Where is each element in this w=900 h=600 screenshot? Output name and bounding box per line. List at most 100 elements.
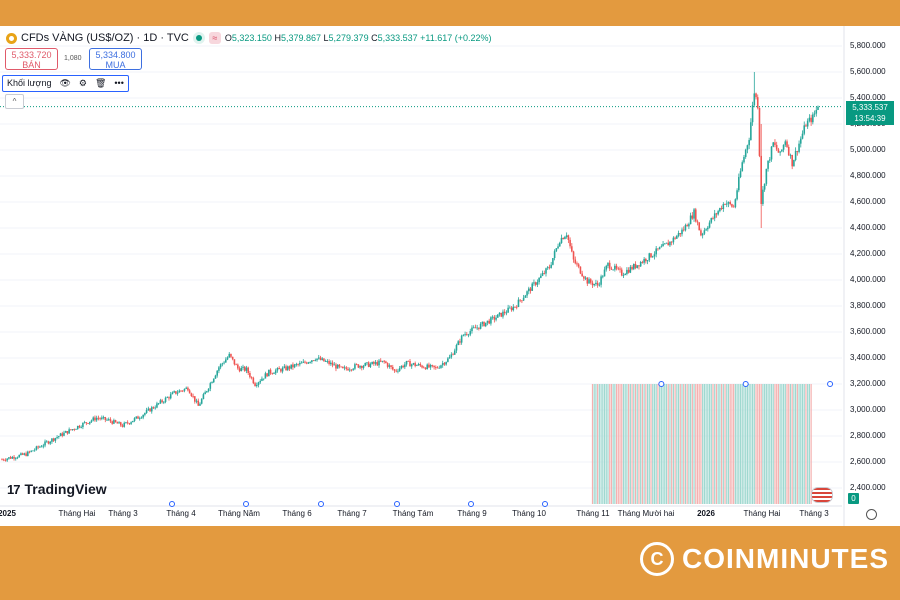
- candle-body: [71, 429, 74, 430]
- volume-bar: [609, 384, 611, 504]
- eye-icon[interactable]: 👁: [59, 78, 71, 88]
- candle-body: [760, 155, 762, 204]
- us-flag-icon[interactable]: [811, 487, 833, 503]
- tradingview-logo[interactable]: 17 TradingView: [7, 481, 107, 497]
- candle-body: [469, 331, 472, 335]
- candle-body: [447, 358, 449, 362]
- candle-body: [176, 392, 179, 394]
- volume-bar: [733, 384, 735, 504]
- x-tick-label: Tháng 6: [282, 509, 312, 518]
- candle-body: [101, 417, 103, 419]
- candle-body: [750, 122, 752, 141]
- candle-body: [33, 449, 36, 451]
- candle-body: [385, 361, 387, 364]
- candle-body: [409, 361, 411, 367]
- candle-body: [404, 364, 406, 368]
- candle-body: [181, 390, 184, 392]
- candle-body: [319, 357, 322, 360]
- candle-body: [302, 361, 305, 363]
- candle-body: [493, 316, 496, 320]
- trash-icon[interactable]: 🗑: [94, 78, 107, 88]
- candle-body: [576, 263, 578, 265]
- candle-body: [550, 264, 552, 268]
- candle-body: [13, 456, 15, 459]
- price-chart[interactable]: [0, 26, 900, 526]
- candle-body: [330, 362, 332, 364]
- y-tick-label: 2,800.000: [850, 431, 886, 440]
- candle-body: [689, 215, 692, 225]
- candle-body: [169, 394, 172, 399]
- candle-body: [150, 407, 153, 412]
- chart-settings-icon[interactable]: [866, 509, 877, 520]
- x-tick-label: Tháng 10: [512, 509, 546, 518]
- candle-body: [52, 438, 55, 441]
- buy-button[interactable]: 5,334.800 MUA: [89, 48, 142, 70]
- candle-body: [496, 314, 499, 318]
- candle-body: [595, 282, 597, 284]
- candle-body: [662, 243, 664, 247]
- candle-body: [515, 306, 518, 308]
- volume-bar: [600, 384, 602, 504]
- volume-bar: [745, 384, 747, 504]
- settings-gear-icon[interactable]: ⚙: [78, 78, 87, 88]
- volume-bar: [753, 384, 755, 504]
- volume-bar: [619, 384, 621, 504]
- candle-body: [90, 420, 93, 422]
- candle-body: [343, 367, 346, 369]
- candle-body: [47, 441, 50, 444]
- collapse-chevron-icon[interactable]: ^: [5, 94, 24, 109]
- volume-bar: [614, 384, 616, 504]
- tradingview-wordmark: TradingView: [24, 481, 107, 497]
- candle-body: [502, 311, 504, 317]
- x-tick-label: Tháng 11: [576, 509, 610, 518]
- more-icon[interactable]: •••: [114, 78, 124, 88]
- candle-body: [720, 208, 723, 210]
- data-source-icon[interactable]: ≈: [208, 32, 221, 44]
- candle-body: [817, 106, 819, 111]
- candle-body: [775, 144, 778, 150]
- candle-body: [555, 248, 558, 252]
- candle-body: [237, 364, 239, 369]
- candle-body: [381, 360, 384, 362]
- candle-body: [317, 357, 320, 359]
- candle-body: [584, 277, 587, 279]
- candle-body: [39, 446, 41, 448]
- candle-body: [522, 297, 525, 301]
- candle-body: [64, 431, 67, 433]
- y-tick-label: 5,400.000: [850, 93, 886, 102]
- volume-bar: [724, 384, 726, 504]
- coin-logo-icon: C: [640, 542, 674, 576]
- candle-body: [416, 365, 418, 367]
- candle-body: [378, 360, 380, 366]
- volume-bar: [640, 384, 642, 504]
- candle-body: [715, 213, 718, 215]
- candle-body: [794, 151, 797, 161]
- volume-bar: [634, 384, 637, 504]
- candle-body: [701, 233, 704, 236]
- symbol-title[interactable]: CFDs VÀNG (US$/OZ) · 1D · TVC: [21, 32, 189, 44]
- x-tick-label: Tháng Hai: [743, 509, 781, 518]
- candle-body: [799, 138, 802, 144]
- candle-body: [390, 365, 392, 367]
- candle-body: [338, 364, 341, 367]
- candle-body: [421, 365, 423, 368]
- candle-body: [803, 125, 806, 134]
- volume-bar: [739, 384, 742, 504]
- candle-body: [199, 403, 201, 406]
- candle-body: [762, 189, 764, 204]
- candle-body: [478, 327, 480, 329]
- candle-body: [58, 436, 60, 438]
- candle-body: [655, 248, 657, 255]
- volume-bar: [667, 384, 669, 504]
- volume-bar: [800, 384, 802, 504]
- volume-legend[interactable]: Khối lượng 👁 ⚙ 🗑 •••: [2, 75, 129, 92]
- x-tick-label: Tháng 3: [799, 509, 829, 518]
- candle-body: [617, 268, 620, 270]
- candle-body: [195, 400, 198, 402]
- sell-button[interactable]: 5,333.720 BÁN: [5, 48, 58, 70]
- candle-body: [121, 425, 124, 427]
- candle-body: [791, 154, 793, 167]
- candle-body: [612, 269, 614, 271]
- candle-body: [441, 363, 444, 366]
- volume-bar: [665, 384, 668, 504]
